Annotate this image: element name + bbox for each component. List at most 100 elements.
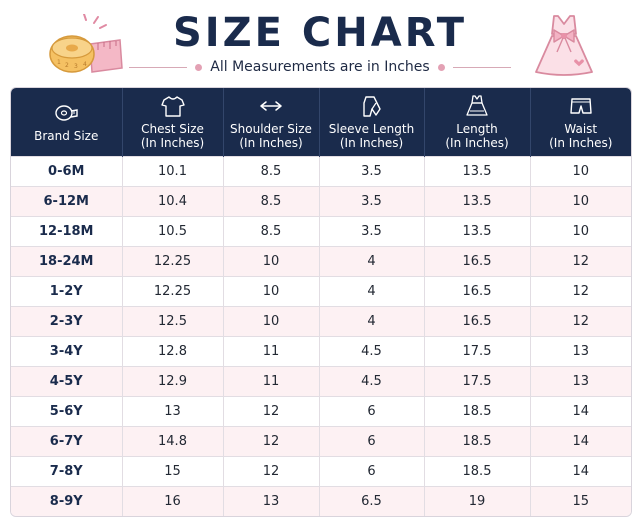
brand-size-cell: 7-8Y — [11, 456, 123, 487]
waist-cell: 12 — [530, 306, 631, 337]
waist-cell: 10 — [530, 156, 631, 187]
chest-size-cell: 12.9 — [122, 366, 224, 397]
chest-size-cell: 10.5 — [122, 216, 224, 247]
chest-size-cell: 14.8 — [122, 426, 224, 457]
sleeve-icon — [362, 95, 381, 117]
shoulder-size-cell: 11 — [223, 366, 320, 397]
svg-text:1: 1 — [57, 59, 61, 66]
svg-text:4: 4 — [83, 61, 87, 68]
table-row: 6-12M 10.4 8.5 3.5 13.5 10 — [11, 186, 631, 217]
column-unit: (In Inches) — [140, 135, 205, 150]
brand-size-cell: 6-12M — [11, 186, 123, 217]
waist-cell: 14 — [530, 396, 631, 427]
table-row: 18-24M 12.25 10 4 16.5 12 — [11, 246, 631, 277]
table-row: 1-2Y 12.25 10 4 16.5 12 — [11, 276, 631, 307]
brand-size-cell: 18-24M — [11, 246, 123, 277]
brand-size-cell: 1-2Y — [11, 276, 123, 307]
sleeve-length-cell: 6 — [319, 396, 425, 427]
divider-right — [452, 66, 511, 68]
column-unit: (In Inches) — [549, 135, 613, 150]
table-row: 2-3Y 12.5 10 4 16.5 12 — [11, 306, 631, 337]
column-unit: (In Inches) — [339, 135, 404, 150]
table-row: 0-6M 10.1 8.5 3.5 13.5 10 — [11, 156, 631, 187]
sleeve-length-cell: 4 — [319, 276, 425, 307]
table-row: 5-6Y 13 12 6 18.5 14 — [11, 396, 631, 427]
table-row: 7-8Y 15 12 6 18.5 14 — [11, 456, 631, 487]
tshirt-icon — [160, 95, 185, 117]
chest-size-cell: 16 — [122, 486, 224, 516]
column-label: Waist — [564, 121, 598, 136]
length-cell: 18.5 — [424, 426, 531, 457]
column-header-sleeve-length: Sleeve Length (In Inches) — [319, 88, 425, 157]
sleeve-length-cell: 3.5 — [319, 186, 425, 217]
column-header-waist: Waist (In Inches) — [530, 88, 631, 157]
size-chart-table: Brand Size Chest Size (In Inches) Should… — [11, 88, 631, 516]
chest-size-cell: 12.5 — [122, 306, 224, 337]
column-header-shoulder-size: Shoulder Size (In Inches) — [223, 88, 320, 157]
size-chart-table-container: Brand Size Chest Size (In Inches) Should… — [10, 87, 632, 517]
length-cell: 16.5 — [424, 246, 531, 277]
chest-size-cell: 12.25 — [122, 246, 224, 277]
table-row: 12-18M 10.5 8.5 3.5 13.5 10 — [11, 216, 631, 247]
dress-icon — [535, 15, 593, 76]
column-unit: (In Inches) — [445, 135, 509, 150]
column-header-length: Length (In Inches) — [424, 88, 531, 157]
chest-size-cell: 15 — [122, 456, 224, 487]
shoulder-size-cell: 13 — [223, 486, 320, 516]
brand-size-cell: 0-6M — [11, 156, 123, 187]
brand-size-cell: 5-6Y — [11, 396, 123, 427]
brand-size-cell: 2-3Y — [11, 306, 123, 337]
subtitle-row: All Measurements are in Inches — [0, 56, 640, 78]
length-cell: 17.5 — [424, 366, 531, 397]
chest-size-cell: 10.1 — [122, 156, 224, 187]
chest-size-cell: 10.4 — [122, 186, 224, 217]
shoulder-size-cell: 8.5 — [223, 186, 320, 217]
table-row: 3-4Y 12.8 11 4.5 17.5 13 — [11, 336, 631, 367]
sleeve-length-cell: 6 — [319, 456, 425, 487]
table-header-row: Brand Size Chest Size (In Inches) Should… — [11, 88, 631, 157]
column-label: Chest Size — [141, 121, 204, 136]
shoulder-size-cell: 12 — [223, 456, 320, 487]
divider-left — [129, 66, 188, 68]
shoulder-size-cell: 10 — [223, 276, 320, 307]
waist-cell: 13 — [530, 366, 631, 397]
column-unit: (In Inches) — [239, 135, 303, 150]
chest-size-cell: 12.25 — [122, 276, 224, 307]
sleeve-length-cell: 4 — [319, 306, 425, 337]
length-cell: 13.5 — [424, 186, 531, 217]
svg-text:2: 2 — [65, 62, 69, 69]
svg-text:3: 3 — [74, 63, 78, 70]
shoulder-size-cell: 8.5 — [223, 156, 320, 187]
sleeve-length-cell: 4 — [319, 246, 425, 277]
sleeve-length-cell: 4.5 — [319, 366, 425, 397]
length-cell: 16.5 — [424, 276, 531, 307]
shoulder-size-cell: 8.5 — [223, 216, 320, 247]
brand-size-cell: 4-5Y — [11, 366, 123, 397]
table-row: 8-9Y 16 13 6.5 19 15 — [11, 486, 631, 516]
length-cell: 18.5 — [424, 456, 531, 487]
dot-left — [195, 63, 203, 71]
waist-cell: 13 — [530, 336, 631, 367]
waist-cell: 10 — [530, 216, 631, 247]
column-header-chest-size: Chest Size (In Inches) — [122, 88, 224, 157]
shoulder-size-cell: 11 — [223, 336, 320, 367]
shoulder-size-cell: 10 — [223, 246, 320, 277]
table-row: 4-5Y 12.9 11 4.5 17.5 13 — [11, 366, 631, 397]
length-cell: 17.5 — [424, 336, 531, 367]
measuring-tape-icon — [55, 104, 78, 121]
column-label: Length — [456, 121, 498, 136]
shoulder-size-cell: 12 — [223, 426, 320, 457]
chest-size-cell: 12.8 — [122, 336, 224, 367]
sleeve-length-cell: 6.5 — [319, 486, 425, 516]
shorts-icon — [570, 97, 592, 114]
sleeve-length-cell: 3.5 — [319, 156, 425, 187]
waist-cell: 14 — [530, 456, 631, 487]
brand-size-cell: 12-18M — [11, 216, 123, 247]
length-cell: 13.5 — [424, 216, 531, 247]
dot-right — [437, 63, 445, 71]
sleeve-length-cell: 4.5 — [319, 336, 425, 367]
subtitle: All Measurements are in Inches — [210, 59, 430, 75]
sleeve-length-cell: 6 — [319, 426, 425, 457]
waist-cell: 15 — [530, 486, 631, 516]
